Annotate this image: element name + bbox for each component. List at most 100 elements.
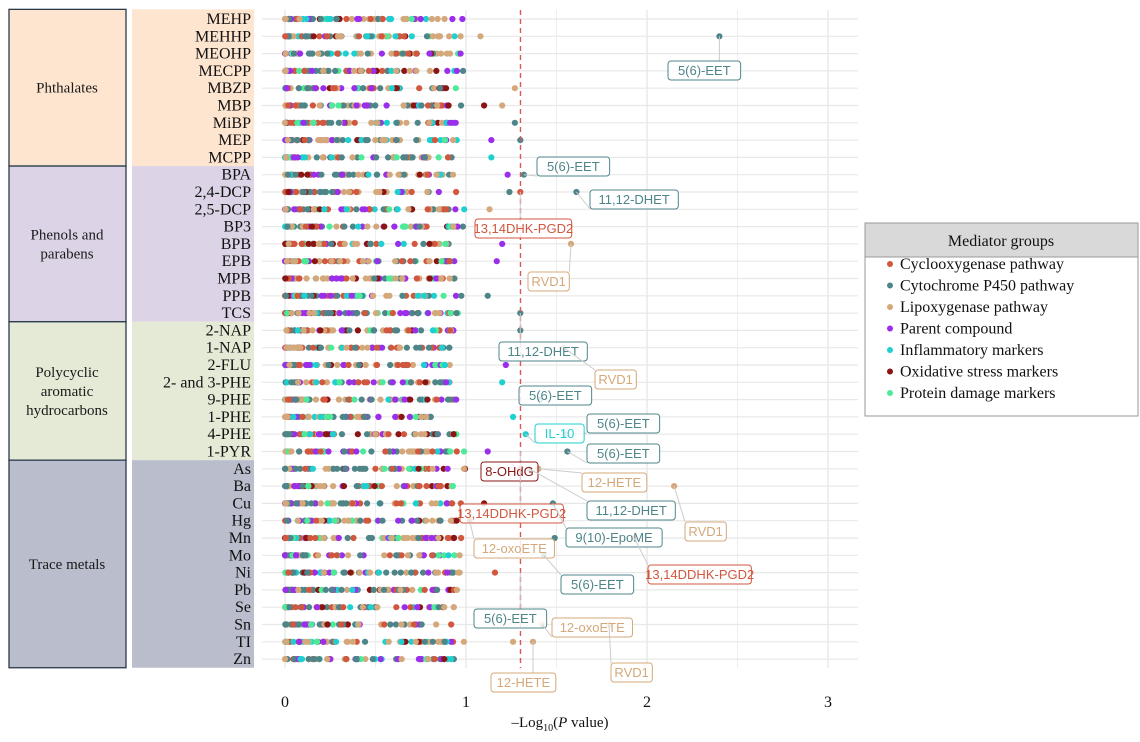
- data-point: [421, 431, 428, 438]
- data-point: [349, 275, 356, 282]
- annotation-box: [536, 156, 611, 177]
- data-point: [431, 604, 438, 611]
- data-point: [298, 240, 306, 247]
- data-point: [315, 552, 322, 559]
- data-point: [436, 379, 444, 386]
- data-point: [302, 361, 310, 369]
- data-point: [319, 119, 326, 126]
- data-point: [373, 171, 381, 178]
- data-point: [359, 258, 367, 265]
- data-point-highlight: [511, 119, 518, 126]
- data-point: [282, 154, 290, 161]
- data-point: [387, 361, 394, 369]
- data-point: [343, 15, 350, 23]
- data-point: [299, 500, 306, 507]
- data-point: [290, 33, 297, 40]
- data-point: [297, 656, 304, 663]
- data-point: [341, 448, 348, 455]
- data-point: [399, 361, 407, 369]
- data-point: [288, 448, 295, 455]
- data-point: [295, 621, 302, 628]
- data-point-highlight: [441, 604, 448, 611]
- data-point: [421, 586, 428, 594]
- data-point: [431, 240, 438, 247]
- data-point: [413, 517, 421, 524]
- data-point: [381, 465, 388, 472]
- data-point: [284, 171, 292, 178]
- data-point: [345, 361, 352, 369]
- data-point: [318, 171, 325, 178]
- data-point: [328, 154, 335, 161]
- data-point: [335, 119, 342, 126]
- data-point: [321, 206, 328, 213]
- data-point: [380, 586, 388, 594]
- row-label: EPB: [222, 253, 251, 270]
- annotation-label: 13,14DDHK-PGD2: [645, 567, 754, 582]
- data-point: [321, 258, 329, 265]
- data-point: [418, 413, 425, 420]
- legend-label: Lipoxygenase pathway: [900, 299, 1048, 316]
- data-point: [292, 465, 300, 472]
- annotation-leader: [529, 468, 588, 502]
- data-point: [282, 586, 289, 594]
- data-point: [356, 292, 363, 299]
- data-point: [353, 188, 360, 196]
- data-point: [443, 206, 450, 213]
- data-point: [416, 656, 423, 663]
- x-axis: 0 1 2 3: [281, 694, 832, 711]
- data-point: [313, 638, 321, 645]
- data-point: [363, 483, 370, 490]
- data-point: [298, 604, 305, 611]
- data-point: [399, 292, 406, 299]
- data-point-highlight: [488, 154, 495, 161]
- data-point: [282, 50, 289, 57]
- data-point: [422, 534, 429, 542]
- data-point: [300, 188, 307, 196]
- annotation-box: [551, 617, 633, 638]
- data-point: [323, 33, 331, 40]
- data-point: [334, 188, 341, 196]
- data-point: [388, 534, 395, 542]
- data-point: [284, 344, 291, 351]
- data-point: [407, 396, 414, 403]
- data-point: [424, 396, 431, 403]
- data-point-highlight: [502, 361, 509, 369]
- data-point: [355, 171, 362, 178]
- data-point: [282, 275, 289, 282]
- data-point: [359, 85, 367, 92]
- data-point-highlight: [453, 586, 461, 594]
- data-point: [394, 206, 401, 213]
- data-point: [460, 448, 468, 455]
- data-point: [438, 396, 445, 403]
- data-point: [340, 569, 347, 576]
- data-point: [408, 33, 415, 40]
- data-point: [423, 223, 430, 230]
- data-point: [290, 413, 297, 420]
- data-point: [435, 154, 442, 161]
- data-point: [360, 448, 367, 455]
- data-point: [309, 344, 317, 351]
- data-point: [325, 448, 332, 455]
- data-point: [449, 500, 456, 507]
- data-point: [446, 344, 453, 351]
- data-point: [302, 465, 309, 472]
- data-point: [454, 223, 461, 230]
- data-point: [420, 361, 428, 369]
- data-point: [417, 327, 425, 334]
- data-point: [415, 448, 422, 455]
- data-point: [287, 534, 294, 542]
- data-point: [351, 396, 358, 403]
- data-point: [392, 621, 400, 628]
- data-point: [343, 344, 350, 351]
- data-point: [378, 344, 386, 351]
- data-point: [435, 206, 442, 213]
- data-point: [375, 517, 382, 524]
- data-point: [351, 50, 358, 57]
- data-point: [282, 431, 289, 438]
- data-point: [354, 327, 361, 334]
- data-point: [321, 240, 328, 247]
- data-point: [418, 621, 425, 628]
- data-point-highlight: [511, 85, 518, 92]
- data-point: [448, 638, 455, 645]
- data-point: [372, 310, 380, 317]
